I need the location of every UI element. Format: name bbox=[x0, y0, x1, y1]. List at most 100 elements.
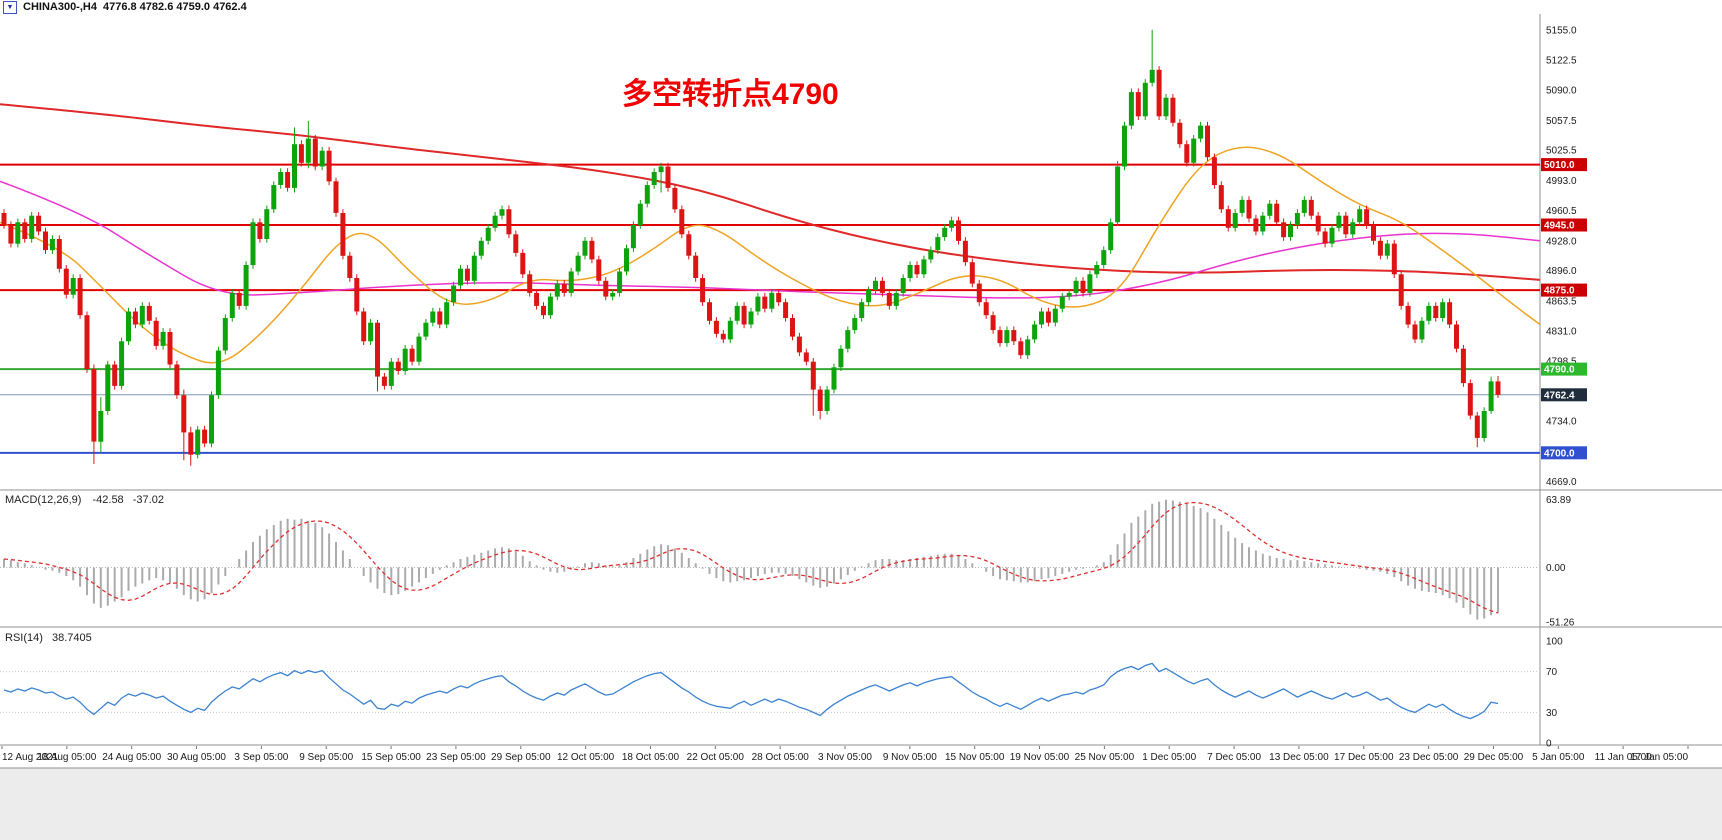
candle-body bbox=[202, 429, 208, 444]
price-level-badge bbox=[1541, 218, 1587, 232]
candle-body bbox=[298, 144, 304, 163]
candle-body bbox=[285, 172, 291, 188]
candle-body bbox=[748, 311, 754, 325]
candle-body bbox=[1011, 330, 1017, 342]
candle-body bbox=[644, 185, 650, 204]
candle-body bbox=[368, 322, 374, 342]
candle-body bbox=[1115, 166, 1121, 223]
candle-body bbox=[146, 305, 152, 321]
time-tick-label: 24 Aug 05:00 bbox=[102, 752, 161, 763]
candle-body bbox=[1377, 240, 1383, 256]
time-tick-label: 9 Sep 05:00 bbox=[299, 752, 353, 763]
candle-body bbox=[886, 292, 892, 306]
candle-body bbox=[783, 302, 789, 318]
candle-body bbox=[1225, 209, 1231, 228]
dropdown-arrow-icon: ▼ bbox=[6, 3, 14, 11]
macd-signal-line bbox=[3, 501, 1499, 614]
candle-body bbox=[1128, 92, 1134, 126]
candle-body bbox=[727, 320, 733, 340]
candle-body bbox=[388, 361, 394, 386]
candle-body bbox=[790, 318, 795, 337]
candle-body bbox=[229, 292, 235, 318]
candle-body bbox=[942, 227, 948, 238]
candle-body bbox=[1205, 125, 1210, 158]
macd-tick-label: -51.26 bbox=[1546, 618, 1575, 629]
candle-body bbox=[907, 265, 913, 278]
candle-body bbox=[1163, 97, 1169, 117]
candle-body bbox=[921, 259, 927, 275]
candle-body bbox=[395, 361, 401, 371]
candle-body bbox=[1322, 231, 1328, 244]
price-scale[interactable]: 5155.0 5122.5 5090.0 5057.5 5025.5 4993.0 4960… bbox=[1541, 25, 1587, 488]
candle-body bbox=[471, 255, 477, 281]
candle-body bbox=[1108, 222, 1114, 251]
candle-body bbox=[700, 278, 706, 303]
time-tick-label: 13 Dec 05:00 bbox=[1269, 752, 1329, 763]
candle-body bbox=[250, 222, 256, 266]
main-price-panel[interactable] bbox=[0, 29, 1541, 466]
candle-body bbox=[56, 239, 62, 269]
candle-body bbox=[866, 290, 872, 303]
candle-body bbox=[541, 305, 546, 316]
time-tick-label: 5 Jan 05:00 bbox=[1532, 752, 1585, 763]
candle-body bbox=[845, 330, 851, 349]
price-level-badge bbox=[1541, 158, 1587, 172]
candle-body bbox=[215, 350, 221, 396]
candle-body bbox=[174, 364, 180, 396]
macd-indicator-label: MACD(12,26,9) bbox=[5, 494, 81, 506]
candle-body bbox=[810, 361, 816, 390]
rsi-value: 38.7405 bbox=[52, 632, 92, 644]
ma-mid-magenta bbox=[0, 180, 1541, 299]
candle-body bbox=[1371, 225, 1376, 241]
candle-body bbox=[762, 296, 768, 309]
candle-body bbox=[693, 255, 699, 278]
candle-body bbox=[416, 336, 422, 362]
candle-body bbox=[990, 315, 996, 331]
time-tick-label: 29 Sep 05:00 bbox=[491, 752, 551, 763]
symbol-dropdown-button[interactable]: ▼ bbox=[3, 0, 17, 14]
candle-body bbox=[70, 278, 76, 295]
candle-body bbox=[153, 320, 159, 346]
candle-body bbox=[900, 278, 906, 293]
price-level-badge bbox=[1541, 362, 1587, 376]
candle-body bbox=[976, 283, 982, 303]
candle-body bbox=[1025, 339, 1031, 356]
candle-body bbox=[458, 268, 463, 286]
candle-body bbox=[1412, 324, 1418, 340]
time-tick-label: 30 Aug 05:00 bbox=[167, 752, 226, 763]
candle-body bbox=[1135, 92, 1141, 117]
candle-body bbox=[1440, 302, 1446, 318]
macd-signal-value: -37.02 bbox=[133, 494, 164, 506]
time-tick-label: 17 Jan 05:00 bbox=[1630, 752, 1688, 763]
time-tick-label: 3 Sep 05:00 bbox=[234, 752, 288, 763]
candle-body bbox=[347, 255, 353, 278]
time-tick-label: 18 Aug 05:00 bbox=[37, 752, 96, 763]
candle-body bbox=[617, 271, 623, 293]
rsi-panel[interactable]: 100 70 30 0 bbox=[0, 637, 1563, 750]
candle-body bbox=[77, 278, 83, 316]
ma-slow-red bbox=[0, 103, 1541, 281]
macd-main-value: -42.58 bbox=[92, 494, 123, 506]
time-tick-label: 29 Dec 05:00 bbox=[1464, 752, 1524, 763]
candle-body bbox=[423, 322, 429, 337]
candle-body bbox=[236, 292, 242, 306]
candle-body bbox=[271, 185, 277, 210]
candle-body bbox=[49, 239, 55, 251]
candle-body bbox=[838, 348, 844, 368]
candle-body bbox=[264, 209, 270, 239]
macd-panel[interactable]: 63.89 0.00 -51.26 bbox=[0, 495, 1575, 629]
price-level-badge-label: 4700.0 bbox=[1544, 448, 1575, 459]
macd-histogram bbox=[3, 499, 1499, 620]
candle-body bbox=[1495, 381, 1501, 395]
candle-body bbox=[1467, 383, 1473, 416]
candle-body bbox=[713, 320, 719, 334]
candle-body bbox=[769, 292, 775, 309]
candle-body bbox=[1343, 215, 1349, 235]
candle-body bbox=[852, 318, 858, 331]
candle-body bbox=[547, 296, 553, 316]
candle-body bbox=[1045, 311, 1051, 323]
candle-body bbox=[243, 265, 249, 306]
price-level-badge-label: 4945.0 bbox=[1544, 221, 1575, 232]
